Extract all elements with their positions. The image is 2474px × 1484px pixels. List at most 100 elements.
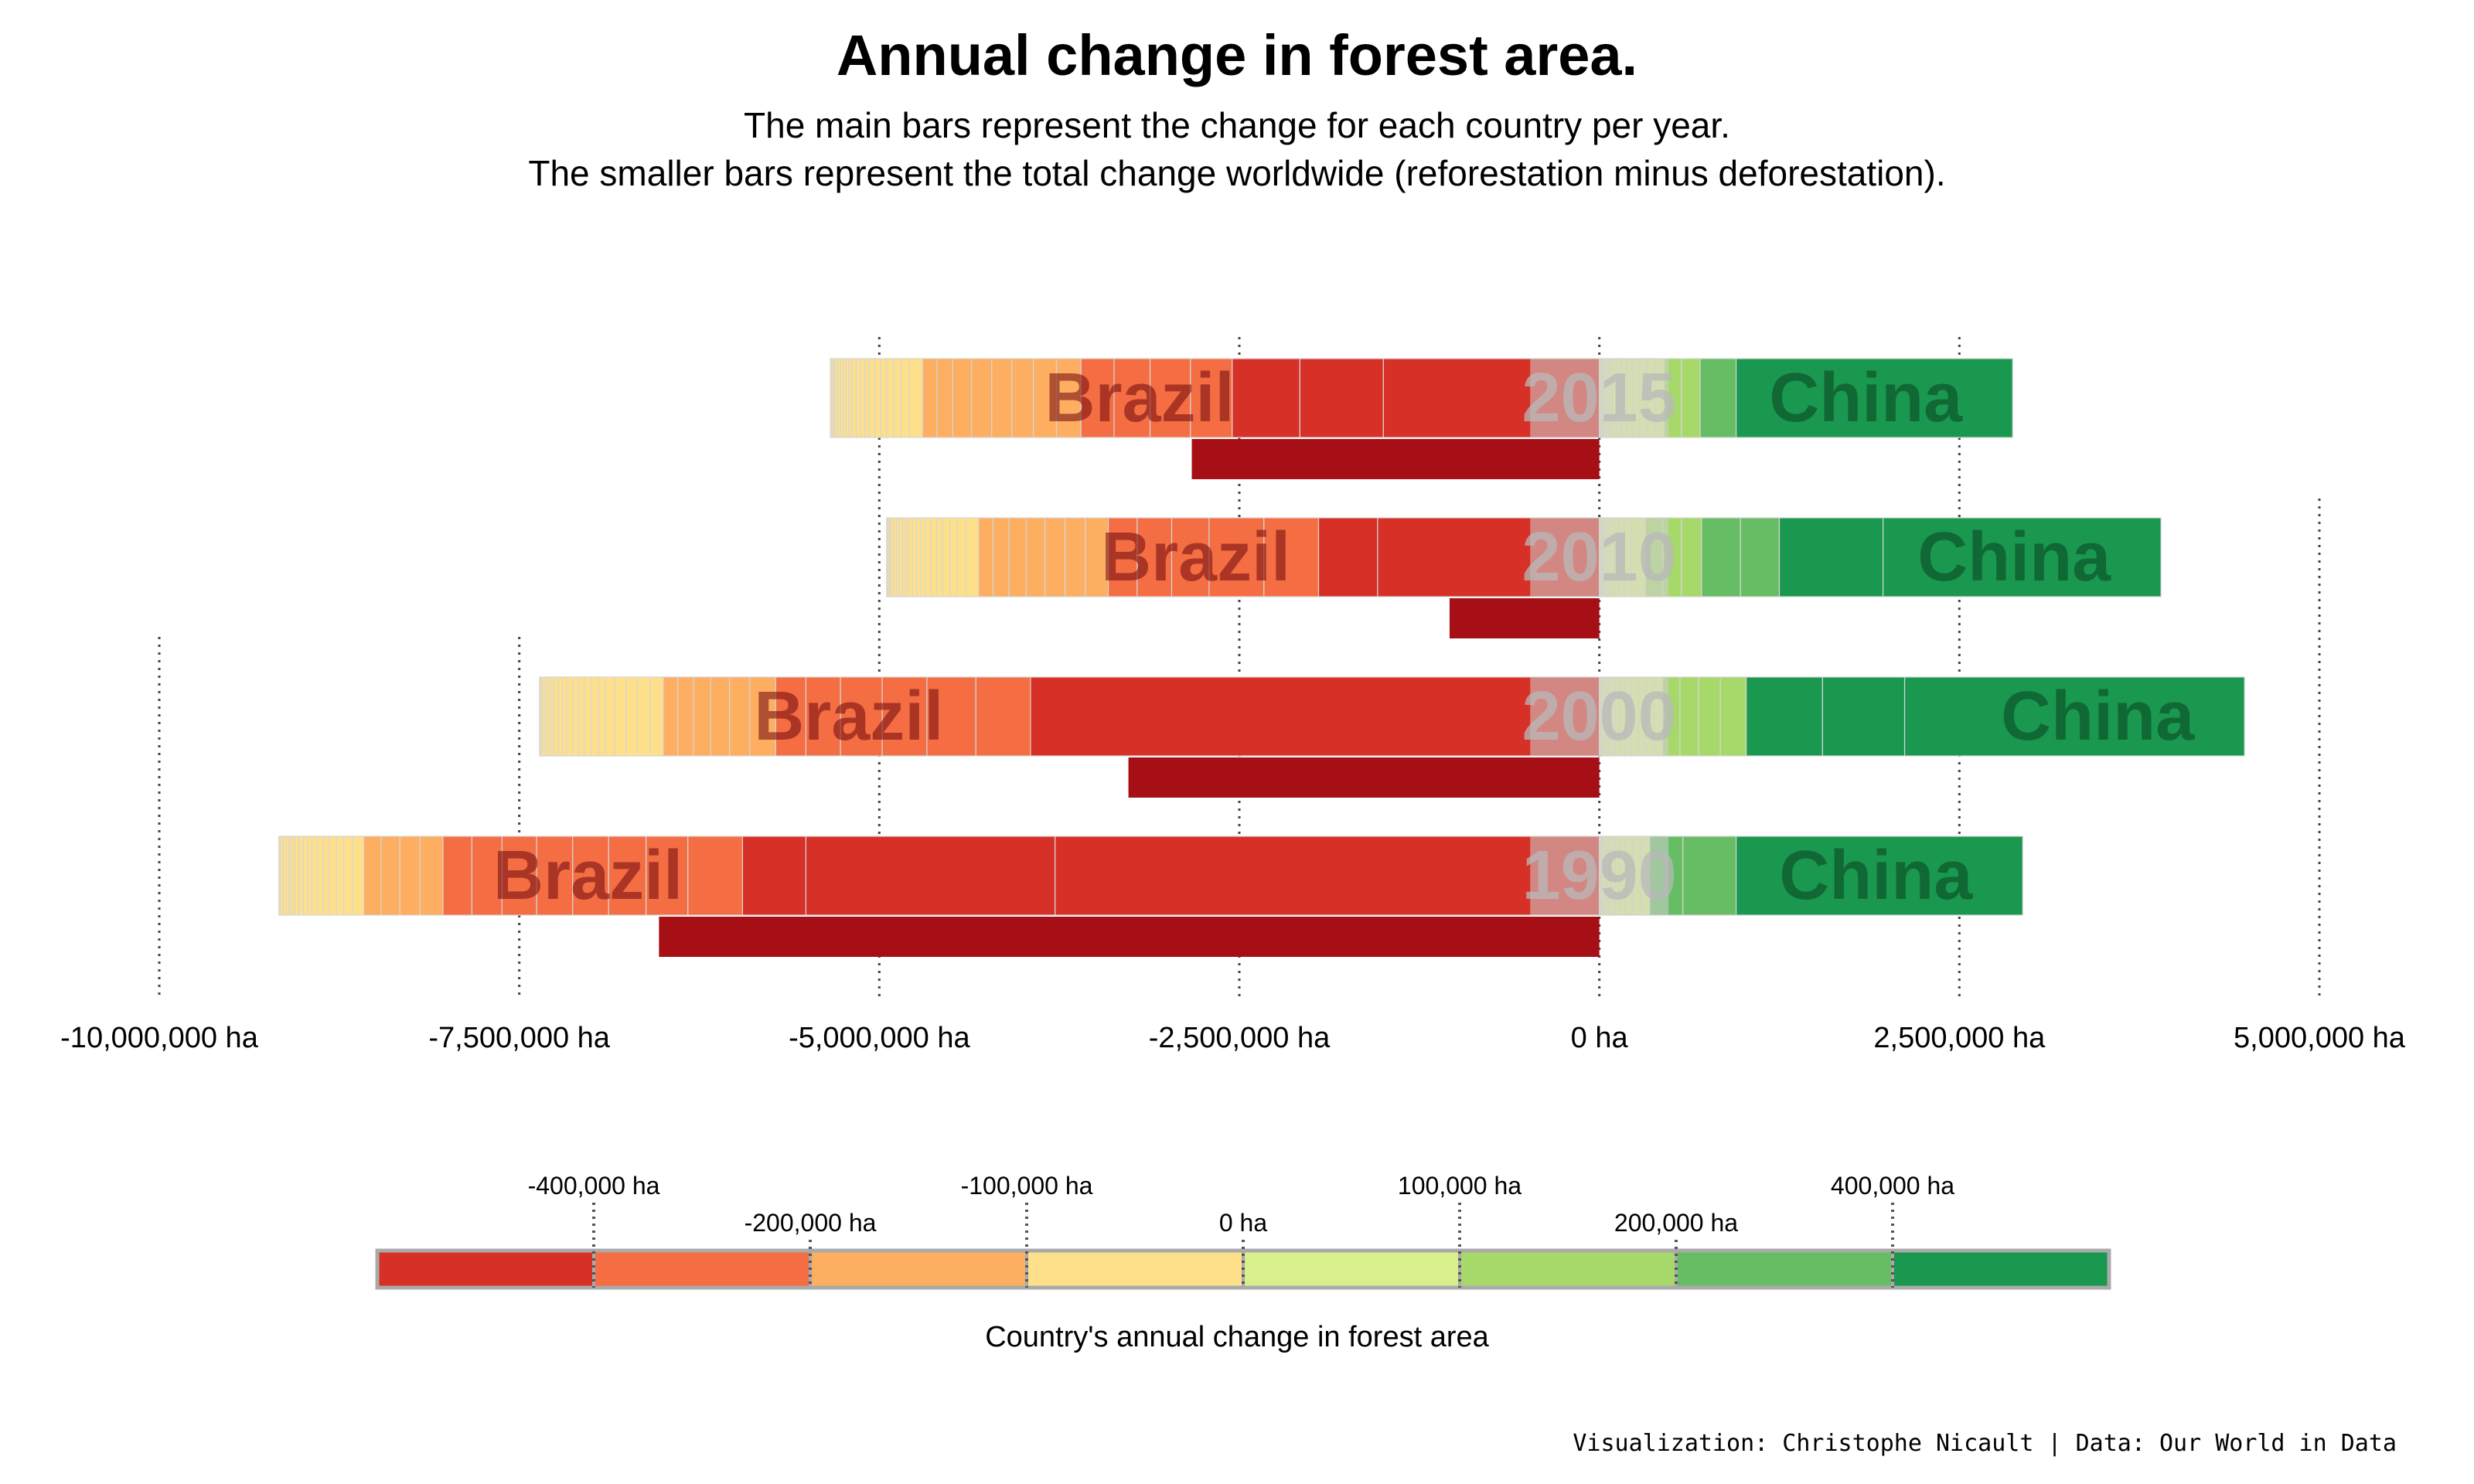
legend-swatch-4 <box>1243 1251 1460 1288</box>
country-segment-1990-neg-22 <box>307 836 313 916</box>
country-segment-2000-neg-1 <box>975 676 1031 757</box>
year-row-1990: Brazil China 1990 <box>278 836 2023 957</box>
country-segment-2010-neg-17 <box>942 517 951 597</box>
country-segment-2010-pos-16 <box>1883 517 2162 597</box>
country-segment-2015-neg-4 <box>1149 358 1191 438</box>
country-segment-2010-neg-19 <box>930 517 938 597</box>
country-segment-2010-neg-22 <box>916 517 922 597</box>
country-segment-1990-neg-5 <box>608 836 647 916</box>
year-row-2010: Brazil China 2010 <box>886 517 2162 638</box>
country-segment-1990-neg-11 <box>419 836 444 916</box>
country-segment-2015-pos-17 <box>1736 358 2013 438</box>
country-segment-2010-neg-12 <box>992 517 1010 597</box>
chart-caption: Visualization: Christophe Nicault | Data… <box>1573 1430 2397 1457</box>
x-tick-label-2: -5,000,000 ha <box>789 1022 970 1054</box>
country-segment-1990-neg-24 <box>298 836 304 916</box>
year-label-2000: 2000 <box>1522 678 1677 755</box>
country-segment-1990-neg-20 <box>317 836 324 916</box>
x-tick-label-6: 5,000,000 ha <box>2234 1022 2406 1054</box>
legend-tick-label-4: 100,000 ha <box>1398 1172 1522 1200</box>
country-segment-2000-neg-5 <box>805 676 841 757</box>
country-segment-2000-pos-17 <box>1746 676 1823 757</box>
year-rows: Brazil China 2015 Brazil China 2010 Brazil Chin… <box>278 358 2245 957</box>
country-segment-1990-neg-14 <box>363 836 382 916</box>
country-segment-1990-neg-23 <box>302 836 308 916</box>
country-segment-2000-pos-15 <box>1698 676 1721 757</box>
country-segment-1990-neg-21 <box>311 836 319 916</box>
country-segment-2015-neg-15 <box>908 358 923 438</box>
country-segment-2010-neg-5 <box>1136 517 1173 597</box>
chart-subtitle-line-1: The main bars represent the change for e… <box>744 105 1730 145</box>
country-segment-2000-neg-25 <box>557 676 564 757</box>
country-segment-2015-neg-14 <box>922 358 938 438</box>
country-segment-2015-pos-15 <box>1681 358 1701 438</box>
country-segment-1990-neg-16 <box>342 836 353 916</box>
country-segment-2015-neg-18 <box>886 358 895 438</box>
x-tick-label-4: 0 ha <box>1571 1022 1629 1054</box>
year-label-2010: 2010 <box>1522 519 1677 596</box>
country-segment-2015-neg-24 <box>855 358 861 438</box>
legend-swatch-3 <box>1027 1251 1243 1288</box>
country-segment-2000-neg-10 <box>693 676 712 757</box>
country-segment-1990-pos-12 <box>1682 836 1737 916</box>
country-segment-2000-neg-2 <box>926 676 976 757</box>
country-segment-1990-neg-15 <box>351 836 365 916</box>
country-segment-2015-neg-8 <box>1033 358 1058 438</box>
country-label-neg-2000: Brazil <box>754 678 943 755</box>
country-segment-2010-neg-8 <box>1065 517 1086 597</box>
legend-swatch-2 <box>810 1251 1027 1288</box>
country-segment-2010-pos-15 <box>1778 517 1884 597</box>
x-axis: -10,000,000 ha -7,500,000 ha -5,000,000 ha… <box>60 1022 2406 1054</box>
country-segment-2000-neg-17 <box>605 676 615 757</box>
country-segment-1990-neg-19 <box>322 836 330 916</box>
country-segment-2015-neg-22 <box>864 358 870 438</box>
country-segment-2000-pos-14 <box>1679 676 1699 757</box>
year-band-2015 <box>1530 359 1669 437</box>
country-segment-2015-neg-21 <box>868 358 876 438</box>
country-segment-2010-neg-20 <box>925 517 932 597</box>
country-segment-2010-pos-12 <box>1681 517 1702 597</box>
world-total-bar-2010 <box>1449 598 1600 638</box>
country-segment-2000-neg-26 <box>553 676 559 757</box>
country-segment-1990-neg-0 <box>1054 836 1600 916</box>
country-segment-2015-neg-5 <box>1113 358 1151 438</box>
country-segment-2015-neg-10 <box>991 358 1013 438</box>
legend-title: Country's annual change in forest area <box>985 1321 1489 1353</box>
country-segment-2015-neg-34 <box>830 358 833 438</box>
legend-tick-label-1: -200,000 ha <box>745 1209 877 1237</box>
country-segment-2015-neg-13 <box>936 358 953 438</box>
country-segment-1990-neg-8 <box>501 836 537 916</box>
world-total-bar-2015 <box>1191 439 1600 479</box>
country-segment-2015-neg-23 <box>860 358 866 438</box>
country-segment-1990-neg-9 <box>471 836 503 916</box>
country-label-neg-2010: Brazil <box>1101 519 1290 596</box>
country-segment-2000-neg-0 <box>1030 676 1600 757</box>
country-segment-1990-neg-3 <box>687 836 743 916</box>
country-segment-2015-neg-12 <box>952 358 973 438</box>
country-segment-2010-neg-14 <box>965 517 980 597</box>
country-segment-2000-neg-15 <box>625 676 639 757</box>
country-segment-2010-neg-7 <box>1085 517 1109 597</box>
legend-swatch-7 <box>1893 1251 2109 1288</box>
country-segment-1990-neg-7 <box>536 836 574 916</box>
country-segment-1990-neg-10 <box>442 836 472 916</box>
year-row-2000: Brazil China 2000 <box>539 676 2245 798</box>
year-band-2000 <box>1530 677 1669 756</box>
legend-swatch-0 <box>377 1251 594 1288</box>
country-segment-2000-neg-24 <box>561 676 567 757</box>
country-segment-2010-neg-18 <box>936 517 943 597</box>
world-total-bar-1990 <box>659 917 1600 957</box>
country-segment-1990-neg-17 <box>336 836 345 916</box>
x-tick-label-0: -10,000,000 ha <box>60 1022 259 1054</box>
country-label-pos-2000: China <box>2001 678 2195 755</box>
chart-title: Annual change in forest area. <box>837 23 1637 87</box>
country-segment-1990-neg-18 <box>329 836 337 916</box>
country-segment-1990-neg-2 <box>741 836 806 916</box>
legend-tick-label-3: 0 ha <box>1219 1209 1267 1237</box>
chart-subtitle-line-2: The smaller bars represent the total cha… <box>528 153 1945 193</box>
country-segment-2010-neg-21 <box>920 517 926 597</box>
country-segment-2010-neg-6 <box>1107 517 1138 597</box>
country-segment-2015-neg-25 <box>851 358 857 438</box>
country-label-pos-1990: China <box>1779 837 1973 914</box>
country-segment-2010-neg-1 <box>1317 517 1378 597</box>
